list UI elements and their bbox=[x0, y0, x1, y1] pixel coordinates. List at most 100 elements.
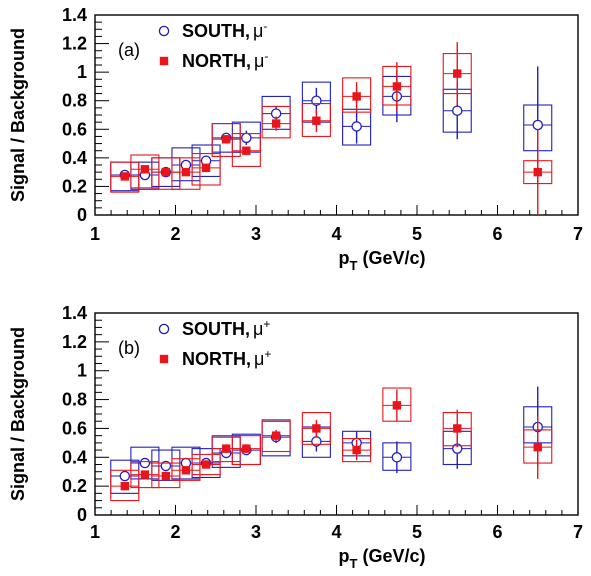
y-tick-label: 0.4 bbox=[62, 148, 87, 168]
data-point-north bbox=[392, 82, 402, 91]
systematic-box bbox=[211, 123, 241, 157]
systematic-box bbox=[130, 154, 160, 189]
y-tick-label: 1.2 bbox=[62, 332, 87, 352]
legend-label: NORTH, μ+ bbox=[182, 347, 271, 369]
data-point-north bbox=[222, 135, 231, 144]
chart-panel-b: 1 2 3 4 5 6 7 0 0.2 0.4 0.6 0.8 1 1.2 1.4 Signal / Back… bbox=[8, 303, 583, 571]
y-tick-label: 1.2 bbox=[62, 34, 87, 54]
legend-marker-north bbox=[159, 354, 169, 364]
data-point-north bbox=[140, 470, 150, 479]
y-tick-label: 1 bbox=[77, 361, 87, 381]
data-point-north bbox=[181, 167, 191, 177]
y-tick-label: 0.2 bbox=[62, 176, 87, 196]
series-south bbox=[110, 386, 553, 494]
panel-label: (a) bbox=[118, 40, 140, 60]
y-tick-label: 0.6 bbox=[62, 418, 87, 438]
systematic-box bbox=[110, 161, 140, 193]
x-tick-label: 2 bbox=[170, 224, 180, 244]
systematic-box bbox=[151, 157, 181, 190]
data-point-north bbox=[201, 460, 211, 469]
legend-marker-south bbox=[158, 323, 170, 335]
series-north bbox=[110, 387, 553, 502]
legend-label: SOUTH, μ- bbox=[182, 19, 267, 41]
data-point-north bbox=[533, 442, 542, 452]
data-point-south bbox=[241, 132, 252, 144]
y-tick-label: 0.8 bbox=[62, 91, 87, 111]
systematic-box bbox=[261, 105, 291, 139]
x-tick-label: 1 bbox=[90, 224, 100, 244]
data-point-north bbox=[120, 481, 129, 491]
data-point-north bbox=[352, 445, 361, 455]
x-tick-label: 1 bbox=[90, 522, 100, 542]
plot-frame bbox=[94, 312, 579, 516]
plot-frame bbox=[94, 14, 579, 216]
x-tick-label: 3 bbox=[251, 522, 261, 542]
data-point-north bbox=[453, 424, 462, 433]
systematic-box bbox=[171, 458, 201, 481]
systematic-box bbox=[231, 133, 261, 167]
systematic-box bbox=[301, 103, 331, 137]
y-tick-label: 0.2 bbox=[62, 476, 87, 496]
y-tick-label: 1.4 bbox=[62, 5, 87, 25]
x-tick-label: 5 bbox=[412, 522, 422, 542]
data-point-south bbox=[160, 460, 172, 472]
data-point-north bbox=[181, 466, 191, 475]
y-tick-label: 1 bbox=[77, 62, 87, 82]
legend-marker-south bbox=[158, 25, 170, 37]
data-point-north bbox=[533, 167, 542, 177]
data-point-north bbox=[312, 424, 321, 433]
systematic-box bbox=[342, 77, 372, 113]
y-tick-label: 0.6 bbox=[62, 119, 87, 139]
data-point-north bbox=[271, 431, 281, 440]
data-point-north bbox=[242, 146, 251, 155]
x-axis-label: pT (GeV/c) bbox=[339, 248, 426, 273]
y-tick-label: 0 bbox=[77, 205, 87, 225]
legend-label: NORTH, μ- bbox=[182, 49, 268, 71]
x-tick-label: 6 bbox=[492, 522, 502, 542]
y-tick-label: 0.4 bbox=[62, 447, 87, 467]
data-point-north bbox=[140, 165, 150, 174]
data-point-south bbox=[391, 452, 403, 463]
x-tick-label: 7 bbox=[573, 522, 583, 542]
data-point-north bbox=[271, 119, 281, 128]
x-tick-label: 2 bbox=[170, 522, 180, 542]
data-point-south bbox=[532, 119, 544, 131]
x-tick-label: 4 bbox=[331, 522, 341, 542]
data-point-south bbox=[139, 457, 151, 469]
x-tick-label: 3 bbox=[251, 224, 261, 244]
data-point-north bbox=[120, 172, 129, 181]
series-north bbox=[110, 42, 553, 215]
systematic-box bbox=[110, 469, 140, 502]
y-axis-label: Signal / Background bbox=[8, 28, 28, 202]
x-tick-label: 5 bbox=[412, 224, 422, 244]
y-axis-label: Signal / Background bbox=[8, 327, 28, 501]
x-tick-label: 6 bbox=[492, 224, 502, 244]
data-point-south bbox=[451, 105, 463, 116]
panel-label: (b) bbox=[118, 338, 140, 358]
y-tick-label: 0.8 bbox=[62, 390, 87, 410]
legend-marker-north bbox=[159, 56, 169, 66]
data-point-south bbox=[351, 121, 362, 132]
data-point-north bbox=[161, 471, 171, 481]
x-tick-label: 7 bbox=[573, 224, 583, 244]
y-tick-label: 1.4 bbox=[62, 303, 87, 323]
x-tick-label: 4 bbox=[331, 224, 341, 244]
legend-label: SOUTH, μ+ bbox=[182, 317, 270, 339]
data-point-south bbox=[119, 470, 131, 482]
data-point-north bbox=[201, 163, 211, 173]
data-point-north bbox=[222, 444, 231, 453]
systematic-box bbox=[231, 435, 261, 466]
systematic-box bbox=[171, 157, 201, 190]
data-point-north bbox=[392, 401, 402, 410]
data-point-north bbox=[312, 116, 321, 125]
data-point-north bbox=[161, 167, 171, 177]
y-tick-label: 0 bbox=[77, 505, 87, 525]
data-point-north bbox=[352, 92, 361, 101]
systematic-box bbox=[191, 153, 221, 186]
chart-panel-a: 1 2 3 4 5 6 7 0 0.2 0.4 0.6 0.8 1 1.2 1.4 Signal / Back… bbox=[8, 5, 583, 273]
systematic-box bbox=[151, 462, 181, 489]
data-point-north bbox=[242, 444, 251, 453]
data-point-south bbox=[311, 95, 322, 106]
x-axis-label: pT (GeV/c) bbox=[339, 546, 426, 571]
